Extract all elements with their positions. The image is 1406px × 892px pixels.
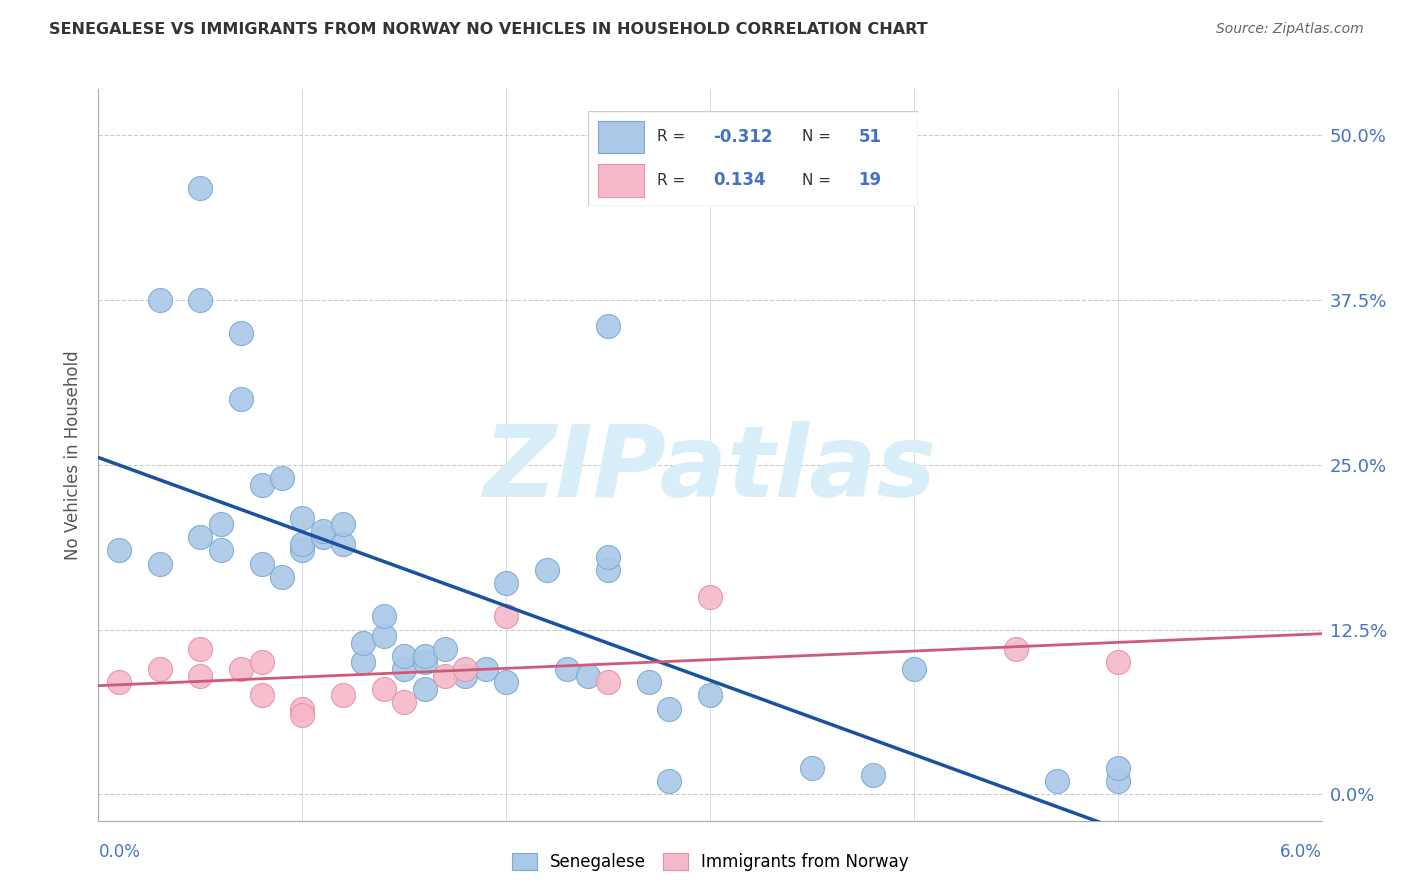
Point xyxy=(433,642,456,657)
Point xyxy=(231,662,253,676)
Point xyxy=(311,524,335,538)
Point xyxy=(1045,774,1069,789)
Text: 0.0%: 0.0% xyxy=(98,843,141,861)
Point xyxy=(433,668,456,682)
Point xyxy=(291,708,314,723)
Point xyxy=(291,510,314,524)
Point xyxy=(108,675,131,690)
Point xyxy=(598,675,620,690)
Point xyxy=(598,319,620,334)
Text: ZIPatlas: ZIPatlas xyxy=(484,421,936,518)
Point xyxy=(149,557,172,571)
Point xyxy=(352,636,374,650)
Point xyxy=(495,609,517,624)
Point xyxy=(576,668,599,682)
Point xyxy=(373,681,395,696)
Point xyxy=(270,471,292,485)
Point xyxy=(495,576,517,591)
Point xyxy=(108,543,131,558)
Point xyxy=(209,517,232,532)
Point xyxy=(495,675,517,690)
Point xyxy=(188,181,212,195)
Point xyxy=(903,662,925,676)
Point xyxy=(352,656,374,670)
Point xyxy=(555,662,579,676)
Point xyxy=(209,543,232,558)
Point xyxy=(291,537,314,551)
Text: SENEGALESE VS IMMIGRANTS FROM NORWAY NO VEHICLES IN HOUSEHOLD CORRELATION CHART: SENEGALESE VS IMMIGRANTS FROM NORWAY NO … xyxy=(49,22,928,37)
Point xyxy=(392,662,416,676)
Point xyxy=(188,530,212,544)
Point xyxy=(862,767,884,781)
Point xyxy=(1107,761,1129,775)
Point xyxy=(311,530,335,544)
Text: 6.0%: 6.0% xyxy=(1279,843,1322,861)
Point xyxy=(332,689,354,703)
Point xyxy=(598,550,620,565)
Legend: Senegalese, Immigrants from Norway: Senegalese, Immigrants from Norway xyxy=(505,847,915,878)
Point xyxy=(250,689,273,703)
Point xyxy=(231,326,253,340)
Point xyxy=(373,629,395,643)
Point xyxy=(291,701,314,715)
Point xyxy=(413,681,436,696)
Point xyxy=(188,642,212,657)
Point xyxy=(250,656,273,670)
Point xyxy=(454,662,477,676)
Point xyxy=(454,668,477,682)
Point xyxy=(699,590,721,604)
Point xyxy=(250,477,273,491)
Point xyxy=(1107,656,1129,670)
Y-axis label: No Vehicles in Household: No Vehicles in Household xyxy=(65,350,83,560)
Point xyxy=(392,648,416,663)
Point xyxy=(1107,774,1129,789)
Point xyxy=(332,537,354,551)
Point xyxy=(658,701,681,715)
Point xyxy=(474,662,498,676)
Point xyxy=(413,656,436,670)
Point xyxy=(291,543,314,558)
Point xyxy=(637,675,661,690)
Point xyxy=(536,563,558,577)
Point xyxy=(188,293,212,307)
Point xyxy=(413,648,436,663)
Point xyxy=(270,570,292,584)
Point xyxy=(392,695,416,709)
Point xyxy=(373,609,395,624)
Point xyxy=(250,557,273,571)
Point xyxy=(801,761,824,775)
Point xyxy=(149,293,172,307)
Point xyxy=(332,517,354,532)
Point xyxy=(188,668,212,682)
Point xyxy=(699,689,721,703)
Point xyxy=(598,563,620,577)
Text: Source: ZipAtlas.com: Source: ZipAtlas.com xyxy=(1216,22,1364,37)
Point xyxy=(1004,642,1026,657)
Point xyxy=(231,392,253,406)
Point xyxy=(658,774,681,789)
Point xyxy=(149,662,172,676)
